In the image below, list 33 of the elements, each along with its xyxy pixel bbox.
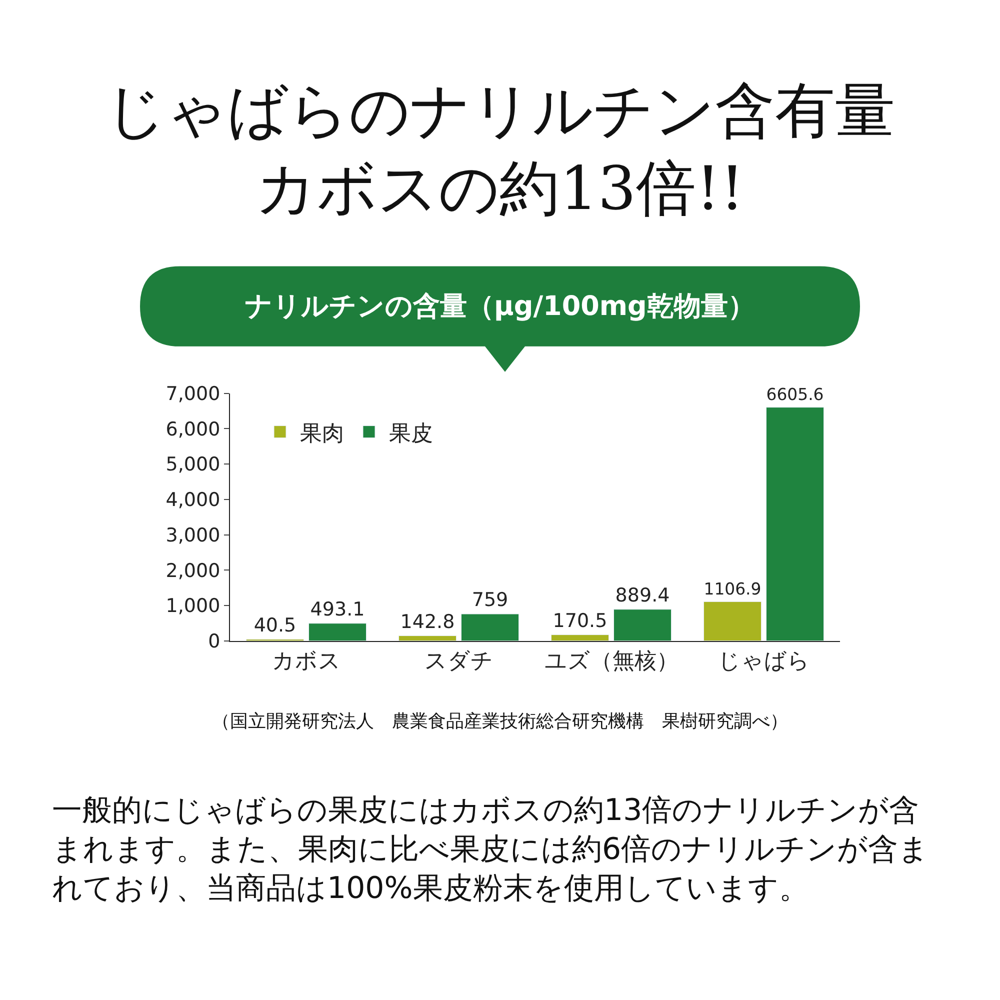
chart-subtitle: ナリルチンの含量（μg/100mg乾物量） (245, 291, 755, 322)
y-tick-label: 6,000 (166, 418, 220, 440)
chart-title: じゃばらのナリルチン含有量カボスの約13倍!! (105, 76, 895, 224)
bar (550, 634, 609, 641)
data-label: 1106.9 (704, 579, 762, 598)
bar (398, 636, 456, 641)
bar (308, 623, 367, 641)
data-label: 493.1 (310, 598, 365, 620)
data-label: 889.4 (615, 584, 670, 606)
bar (614, 609, 672, 641)
x-tick-label: カボス (272, 649, 341, 674)
text: 一般的にじゃばらの果皮にはカボスの約13倍のナリルチンが含まれます。また、果肉に比べ果皮には約6倍のナリルチンが含まれており、当商品は100%果皮粉末を使用しています。 (52, 793, 930, 906)
data-label: 40.5 (254, 614, 296, 636)
text: （国立開発研究法人 農業食品産業技術総合研究機構 果樹研究調べ） (212, 711, 788, 732)
x-tick-label: じゃばら (718, 649, 810, 674)
data-label: 170.5 (552, 610, 608, 632)
y-tick-label: 5,000 (166, 454, 220, 476)
y-tick-label: 7,000 (166, 383, 220, 406)
data-label: 6605.6 (766, 384, 824, 404)
data-label: 142.8 (400, 610, 455, 633)
y-tick-label: 3,000 (166, 524, 220, 546)
y-tick-label: 1,000 (166, 595, 220, 618)
y-tick-label: 0 (208, 630, 220, 652)
x-tick-label: ユズ（無核） (544, 649, 678, 674)
data-label: 759 (472, 588, 508, 611)
y-tick-label: 2,000 (166, 560, 220, 582)
x-tick-label: スダチ (424, 649, 494, 674)
legend-label: 果皮 (389, 421, 433, 446)
bar (766, 407, 824, 641)
bar (461, 614, 520, 641)
y-tick-label: 4,000 (166, 489, 220, 512)
bar (703, 601, 762, 641)
legend-label: 果肉 (300, 421, 344, 446)
